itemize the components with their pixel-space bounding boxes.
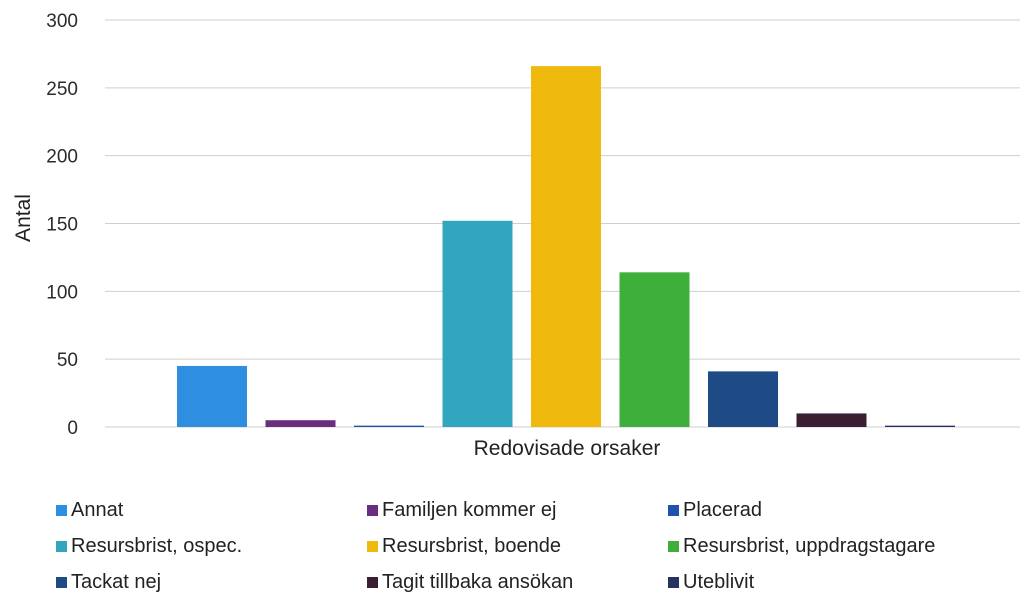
x-axis-title: Redovisade orsaker <box>474 437 661 460</box>
legend-item: Tagit tillbaka ansökan <box>367 570 573 594</box>
legend-swatch <box>367 504 378 516</box>
bar-tagit-tillbaka-ansökan <box>796 413 867 427</box>
legend-label: Resursbrist, ospec. <box>71 535 243 557</box>
legend-swatch <box>56 540 67 552</box>
legend-item: Annat <box>56 498 123 522</box>
legend-swatch <box>367 576 378 588</box>
legend-item: Resursbrist, boende <box>367 534 561 558</box>
legend-label: Resursbrist, boende <box>382 535 561 557</box>
legend-swatch <box>668 504 679 516</box>
legend-swatch <box>56 504 67 516</box>
y-tick-label: 200 <box>46 147 78 168</box>
bar-chart: 0 50 100 150 200 250 300 Antal Redovisade orsa… <box>12 11 1020 460</box>
y-tick-label: 150 <box>46 215 78 236</box>
legend-label: Familjen kommer ej <box>382 499 557 521</box>
bar-tackat-nej <box>708 371 778 427</box>
bars <box>177 66 955 428</box>
y-tick-label: 100 <box>46 282 78 303</box>
bar-placerad <box>354 425 424 427</box>
legend-item: Tackat nej <box>56 570 161 594</box>
y-axis-ticks: 0 50 100 150 200 250 300 <box>46 11 78 439</box>
legend-item: Uteblivit <box>668 570 754 594</box>
legend-label: Uteblivit <box>683 571 755 593</box>
legend-swatch <box>56 576 67 588</box>
bar-resursbrist-ospec- <box>442 220 513 427</box>
legend-item: Resursbrist, uppdragstagare <box>668 534 935 558</box>
y-axis-title: Antal <box>12 194 35 242</box>
legend-swatch <box>668 540 679 552</box>
legend-item: Placerad <box>668 498 762 522</box>
y-tick-label: 50 <box>57 350 78 371</box>
bar-resursbrist-boende <box>531 66 601 428</box>
legend-swatch <box>668 576 679 588</box>
bar-familjen-kommer-ej <box>265 420 336 427</box>
legend-item: Familjen kommer ej <box>367 498 556 522</box>
legend-swatch <box>367 540 378 552</box>
legend-label: Tagit tillbaka ansökan <box>382 571 574 593</box>
legend-label: Tackat nej <box>71 571 162 593</box>
legend-label: Placerad <box>683 499 762 521</box>
y-tick-label: 250 <box>46 79 78 100</box>
legend-label: Resursbrist, uppdragstagare <box>683 535 936 557</box>
legend-label: Annat <box>71 499 124 521</box>
y-tick-label: 0 <box>67 418 78 439</box>
legend-item: Resursbrist, ospec. <box>56 534 242 558</box>
y-tick-label: 300 <box>46 11 78 32</box>
bar-resursbrist-uppdragstagare <box>619 272 690 427</box>
bar-uteblivit <box>885 425 955 427</box>
bar-annat <box>177 365 247 427</box>
